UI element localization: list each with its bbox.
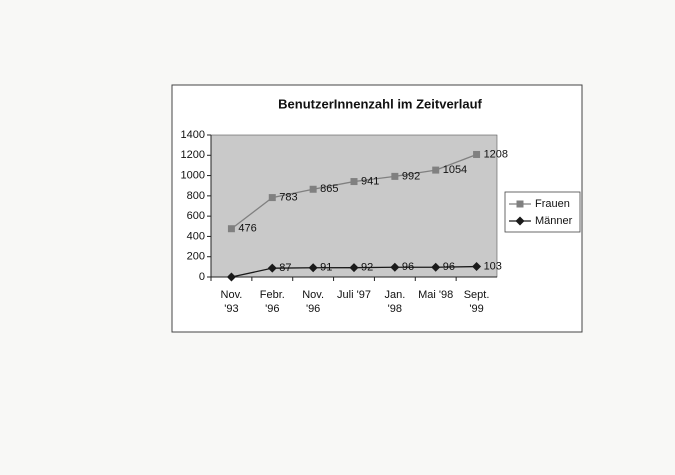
x-tick-label: Juli '97 bbox=[337, 289, 371, 301]
data-point bbox=[268, 194, 276, 202]
data-label: 783 bbox=[279, 191, 297, 203]
y-tick-label: 200 bbox=[187, 251, 205, 263]
y-tick-label: 1400 bbox=[181, 129, 205, 141]
data-label: 91 bbox=[320, 262, 332, 274]
data-point bbox=[267, 263, 277, 273]
data-label: 96 bbox=[443, 261, 455, 273]
x-tick-label: Jan. '98 bbox=[384, 289, 405, 315]
data-label: 1208 bbox=[484, 148, 508, 160]
legend-label: Frauen bbox=[535, 198, 570, 210]
data-point bbox=[227, 225, 235, 233]
data-point bbox=[432, 166, 440, 174]
data-label: 1054 bbox=[443, 164, 467, 176]
data-point bbox=[391, 172, 399, 180]
plot-area bbox=[210, 134, 498, 278]
data-point bbox=[431, 262, 441, 272]
data-label: 865 bbox=[320, 183, 338, 195]
legend-marker bbox=[516, 200, 524, 208]
data-point bbox=[309, 185, 317, 193]
data-point bbox=[472, 262, 482, 272]
x-tick-label: Nov. '93 bbox=[221, 289, 243, 315]
y-tick-label: 800 bbox=[187, 190, 205, 202]
data-point bbox=[308, 263, 318, 273]
y-tick-label: 400 bbox=[187, 230, 205, 242]
data-point bbox=[350, 178, 358, 186]
legend-label: Männer bbox=[535, 215, 573, 227]
y-tick-label: 1000 bbox=[181, 169, 205, 181]
x-tick-label: Febr. '96 bbox=[260, 289, 285, 315]
x-tick-label: Sept. '99 bbox=[464, 289, 490, 315]
y-tick-label: 600 bbox=[187, 210, 205, 222]
y-tick-label: 1200 bbox=[181, 149, 205, 161]
legend-box bbox=[504, 191, 581, 233]
data-point bbox=[473, 150, 481, 158]
y-tick-label: 0 bbox=[199, 271, 205, 283]
data-point bbox=[390, 262, 400, 272]
data-point bbox=[349, 263, 359, 273]
x-tick-label: Mai '98 bbox=[418, 289, 453, 301]
legend-marker bbox=[515, 216, 525, 226]
chart-title: BenutzerInnenzahl im Zeitverlauf bbox=[278, 96, 482, 111]
data-label: 941 bbox=[361, 175, 379, 187]
data-label: 87 bbox=[279, 262, 291, 274]
data-point bbox=[226, 272, 236, 282]
x-tick-label: Nov. '96 bbox=[302, 289, 324, 315]
data-label: 96 bbox=[402, 261, 414, 273]
data-label: 92 bbox=[361, 262, 373, 274]
data-label: 476 bbox=[238, 223, 256, 235]
data-label: 992 bbox=[402, 170, 420, 182]
data-label: 103 bbox=[484, 260, 502, 272]
